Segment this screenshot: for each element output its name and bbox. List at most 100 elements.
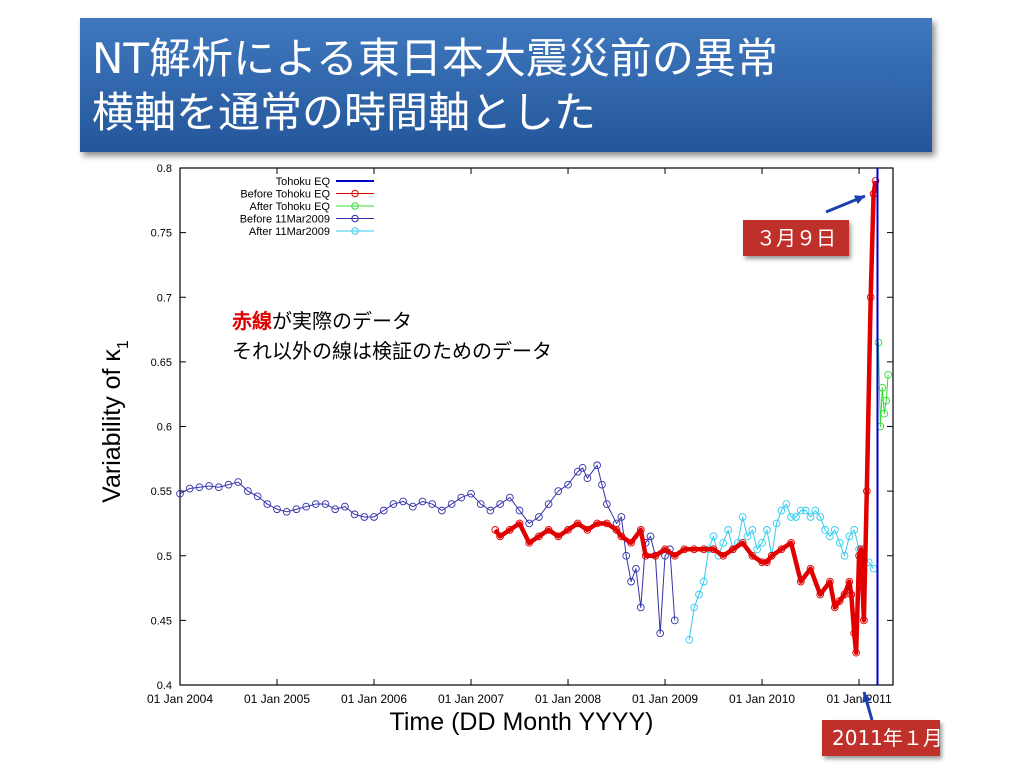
x-tick-label: 01 Jan 2008 — [535, 692, 601, 706]
x-axis-title: Time (DD Month YYYY) — [390, 708, 654, 736]
legend-swatch-marker — [351, 214, 359, 223]
annotation-line-2: それ以外の線は検証のためのデータ — [232, 339, 552, 363]
data-point-before-tohoku — [602, 519, 611, 528]
callout-arrow-january-2011-head — [862, 692, 872, 703]
data-point-after-2009 — [796, 506, 805, 515]
data-point-before-2009 — [656, 629, 665, 638]
data-point-after-2009 — [816, 513, 825, 521]
y-tick-label: 0.75 — [151, 228, 172, 240]
data-point-after-2009 — [811, 506, 820, 515]
data-point-after-2009 — [772, 519, 781, 528]
data-point-before-2009 — [670, 616, 679, 625]
data-point-before-tohoku — [525, 538, 534, 547]
data-point-before-tohoku — [852, 648, 860, 657]
data-point-before-2009 — [505, 493, 514, 502]
data-point-before-2009 — [578, 464, 587, 472]
data-point-before-2009 — [214, 483, 223, 492]
legend-label: After 11Mar2009 — [249, 226, 330, 238]
data-point-before-2009 — [564, 480, 572, 489]
data-point-before-2009 — [292, 505, 301, 514]
x-tick-label: 01 Jan 2005 — [244, 692, 310, 706]
data-point-before-tohoku — [830, 603, 839, 612]
title-banner: NT解析による東日本大震災前の異常 横軸を通常の時間軸とした — [80, 18, 932, 152]
data-point-before-2009 — [583, 474, 592, 483]
data-point-after-2009 — [699, 577, 708, 586]
data-point-after-2009 — [753, 545, 762, 554]
data-point-before-2009 — [602, 500, 611, 508]
data-point-before-tohoku — [535, 532, 543, 541]
series-line-before-2009 — [179, 464, 676, 634]
data-point-before-tohoku — [593, 519, 601, 528]
legend-swatch-marker — [351, 189, 359, 198]
data-point-before-2009 — [476, 500, 485, 508]
legend-swatch-marker — [351, 202, 359, 210]
data-point-before-2009 — [360, 513, 369, 521]
callout-march-9: ３月９日 — [743, 220, 849, 256]
data-point-before-tohoku — [709, 545, 718, 554]
data-point-before-2009 — [438, 506, 446, 515]
data-point-before-2009 — [646, 532, 655, 541]
x-tick-label: 01 Jan 2004 — [147, 692, 213, 706]
data-point-before-2009 — [467, 489, 475, 498]
legend-swatch-marker — [351, 227, 359, 235]
data-point-before-2009 — [234, 478, 243, 486]
data-point-before-2009 — [185, 484, 194, 493]
y-axis-title-subscript: 1 — [115, 340, 132, 349]
data-point-after-tohoku — [880, 409, 889, 418]
data-point-before-tohoku — [491, 526, 500, 534]
data-point-before-2009 — [496, 500, 504, 508]
data-point-before-tohoku — [748, 551, 757, 560]
data-point-before-tohoku — [758, 558, 766, 567]
data-point-before-tohoku — [729, 545, 737, 554]
data-point-before-tohoku — [866, 293, 875, 302]
data-point-before-tohoku — [850, 629, 859, 638]
slide-title-line-2: 横軸を通常の時間軸とした — [92, 88, 597, 137]
data-point-before-tohoku — [796, 577, 805, 586]
x-tick-label: 01 Jan 2011 — [826, 692, 891, 706]
data-point-after-2009 — [748, 526, 757, 534]
data-point-after-2009 — [763, 526, 771, 534]
data-point-before-2009 — [447, 500, 456, 508]
data-point-after-tohoku — [884, 370, 892, 379]
data-point-before-tohoku — [806, 564, 815, 573]
data-point-after-2009 — [758, 538, 766, 547]
x-tick-label: 01 Jan 2007 — [438, 692, 504, 706]
data-point-before-tohoku — [690, 545, 698, 554]
data-point-after-2009 — [845, 532, 854, 541]
data-point-before-2009 — [622, 551, 631, 560]
data-point-before-2009 — [515, 506, 524, 515]
data-point-before-tohoku — [826, 577, 834, 586]
data-point-before-2009 — [370, 513, 378, 521]
data-point-before-2009 — [632, 564, 640, 573]
data-point-before-2009 — [311, 500, 320, 508]
data-point-before-2009 — [302, 502, 310, 511]
y-tick-label: 0.55 — [151, 486, 172, 498]
data-point-before-2009 — [457, 493, 466, 502]
data-point-before-2009 — [389, 500, 398, 508]
data-point-after-2009 — [850, 526, 859, 534]
y-tick-label: 0.8 — [157, 163, 172, 175]
data-point-after-2009 — [719, 538, 728, 547]
y-tick-label: 0.45 — [151, 615, 172, 627]
data-point-before-2009 — [253, 492, 262, 501]
data-point-after-2009 — [835, 538, 844, 547]
data-point-after-2009 — [821, 526, 829, 534]
data-point-before-tohoku — [860, 616, 868, 625]
data-point-before-tohoku — [847, 590, 856, 599]
data-point-before-tohoku — [641, 551, 650, 560]
data-point-before-tohoku — [787, 538, 795, 547]
data-point-before-tohoku — [816, 590, 825, 599]
series-line-before-tohoku — [493, 180, 878, 655]
data-point-after-2009 — [709, 532, 718, 541]
data-point-before-2009 — [636, 603, 645, 612]
data-point-before-tohoku — [627, 538, 635, 547]
data-point-before-2009 — [428, 500, 437, 508]
data-point-after-2009 — [685, 635, 694, 644]
data-point-before-tohoku — [505, 526, 514, 534]
data-point-before-tohoku — [670, 551, 679, 560]
data-point-after-2009 — [743, 532, 752, 541]
data-point-after-2009 — [830, 526, 839, 534]
data-point-before-tohoku — [738, 538, 747, 547]
data-point-after-2009 — [782, 500, 791, 508]
